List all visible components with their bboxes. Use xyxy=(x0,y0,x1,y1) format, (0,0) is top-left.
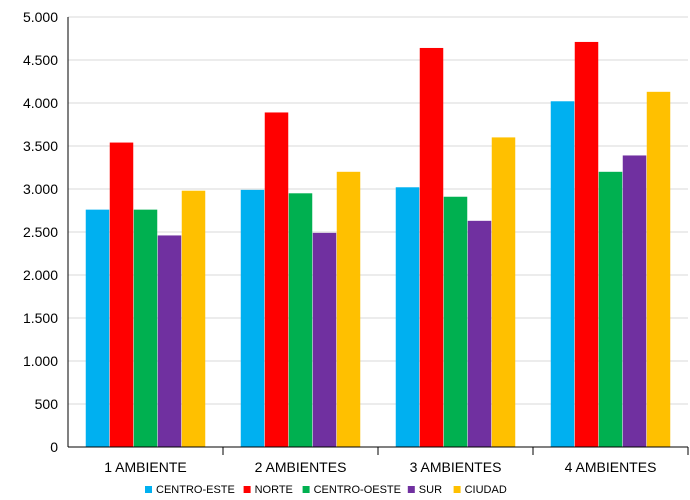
legend-label: NORTE xyxy=(255,484,293,496)
bar-norte-1 xyxy=(109,142,134,447)
y-tick-label: 500 xyxy=(35,396,59,412)
bar-centro-oeste-3 xyxy=(443,196,468,447)
bar-ciudad-1 xyxy=(181,190,206,447)
x-category-label: 2 AMBIENTES xyxy=(255,459,347,475)
axes xyxy=(67,17,689,455)
x-axis-category-labels: 1 AMBIENTE 2 AMBIENTES 3 AMBIENTES 4 AMBIEN… xyxy=(104,459,656,475)
legend-swatch xyxy=(243,486,251,493)
bar-sur-3 xyxy=(467,220,492,447)
bar-norte-3 xyxy=(419,47,444,448)
bar-ciudad-4 xyxy=(646,91,671,447)
y-tick-label: 4.500 xyxy=(23,52,58,68)
bars xyxy=(85,41,671,448)
legend-item-centro-oeste: CENTRO-OESTE xyxy=(302,484,401,496)
legend-item-norte: NORTE xyxy=(243,484,293,496)
legend-swatch xyxy=(407,486,415,493)
legend-swatch xyxy=(145,486,152,493)
y-tick-label: 1.500 xyxy=(23,310,58,326)
y-tick-label: 2.000 xyxy=(23,267,58,283)
bar-sur-1 xyxy=(157,235,182,447)
bar-sur-4 xyxy=(622,155,647,447)
bar-centro-oeste-1 xyxy=(133,209,158,447)
y-tick-label: 5.000 xyxy=(23,9,58,25)
legend-label: CENTRO-ESTE xyxy=(156,484,235,496)
legend-item-ciudad: CIUDAD xyxy=(453,484,507,496)
legend: CENTRO-ESTE NORTE CENTRO-OESTE SUR CIUDAD xyxy=(145,484,507,496)
legend-item-sur: SUR xyxy=(407,484,442,496)
bar-centro-este-3 xyxy=(395,187,420,447)
x-category-label: 4 AMBIENTES xyxy=(565,459,657,475)
legend-item-centro-este: CENTRO-ESTE xyxy=(145,484,235,496)
bar-norte-2 xyxy=(264,112,289,448)
bar-centro-este-4 xyxy=(550,101,575,447)
legend-swatch xyxy=(302,486,310,493)
bar-centro-oeste-4 xyxy=(598,171,623,448)
bar-centro-este-2 xyxy=(240,189,265,448)
y-axis-tick-labels: 0 500 1.000 1.500 2.000 2.500 3.000 3.500 4.000 4… xyxy=(23,9,58,455)
y-tick-label: 3.500 xyxy=(23,138,58,154)
y-tick-label: 2.500 xyxy=(23,224,58,240)
x-category-label: 1 AMBIENTE xyxy=(104,459,186,475)
legend-label: SUR xyxy=(419,484,442,496)
bar-centro-este-1 xyxy=(85,209,110,447)
legend-swatch xyxy=(453,486,461,493)
bar-sur-2 xyxy=(312,232,337,447)
x-category-label: 3 AMBIENTES xyxy=(410,459,502,475)
legend-label: CIUDAD xyxy=(465,484,507,496)
legend-label: CENTRO-OESTE xyxy=(314,484,401,496)
bar-ciudad-3 xyxy=(491,137,516,447)
bar-norte-4 xyxy=(574,41,599,447)
bar-ciudad-2 xyxy=(336,171,361,448)
y-tick-label: 0 xyxy=(50,439,58,455)
y-tick-label: 4.000 xyxy=(23,95,58,111)
bar-centro-oeste-2 xyxy=(288,193,313,447)
y-tick-label: 1.000 xyxy=(23,353,58,369)
y-tick-label: 3.000 xyxy=(23,181,58,197)
